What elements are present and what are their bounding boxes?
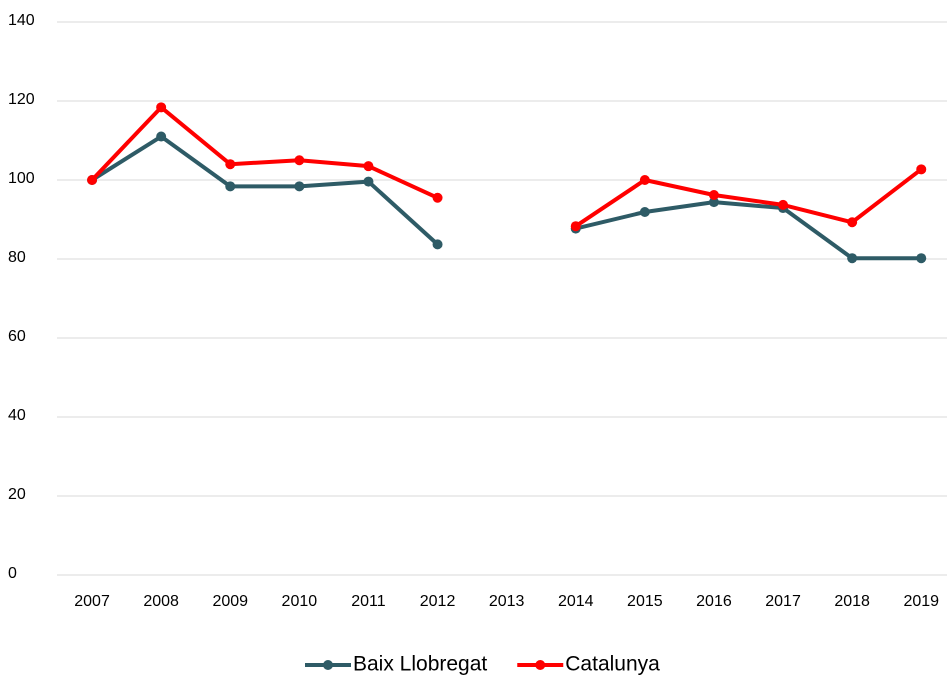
x-tick-label: 2014 [558,593,594,610]
point [916,253,927,264]
legend-label: Catalunya [565,653,660,676]
point [225,181,236,192]
x-tick-label: 2018 [834,593,870,610]
point [225,159,236,170]
y-tick-label: 60 [8,328,26,345]
x-tick-label: 2013 [489,593,525,610]
x-tick-label: 2009 [212,593,248,610]
point [156,102,167,113]
x-tick-label: 2011 [351,593,386,610]
point [432,192,443,203]
x-tick-label: 2008 [143,593,179,610]
point [708,197,719,208]
point [847,217,858,228]
y-tick-label: 20 [8,486,26,503]
x-tick-label: 2019 [903,593,939,610]
point [294,181,305,192]
point [432,239,443,250]
series-line [90,134,922,261]
legend-marker [323,660,333,670]
y-tick-label: 100 [8,170,35,187]
legend-marker [535,660,546,670]
x-tick-label: 2012 [420,593,456,610]
point [363,176,374,187]
point [363,161,374,172]
y-tick-label: 40 [8,407,26,424]
point [916,164,927,175]
point [778,199,789,210]
y-tick-label: 120 [8,91,35,108]
point [639,206,650,217]
x-tick-label: 2015 [627,593,663,610]
y-tick-label: 0 [8,565,17,582]
point [708,190,719,201]
y-tick-label: 80 [8,249,26,266]
point [156,131,167,142]
point [87,175,98,185]
x-tick-label: 2010 [282,593,318,610]
x-tick-label: 2007 [74,593,110,610]
legend-label: Baix Llobregat [353,653,487,676]
x-tick-label: 2017 [765,593,801,610]
x-tick-label: 2016 [696,593,732,610]
series-line [90,105,923,228]
point [294,155,305,166]
point [639,175,650,185]
point [570,221,581,232]
y-tick-label: 140 [8,12,35,29]
point [847,253,858,264]
